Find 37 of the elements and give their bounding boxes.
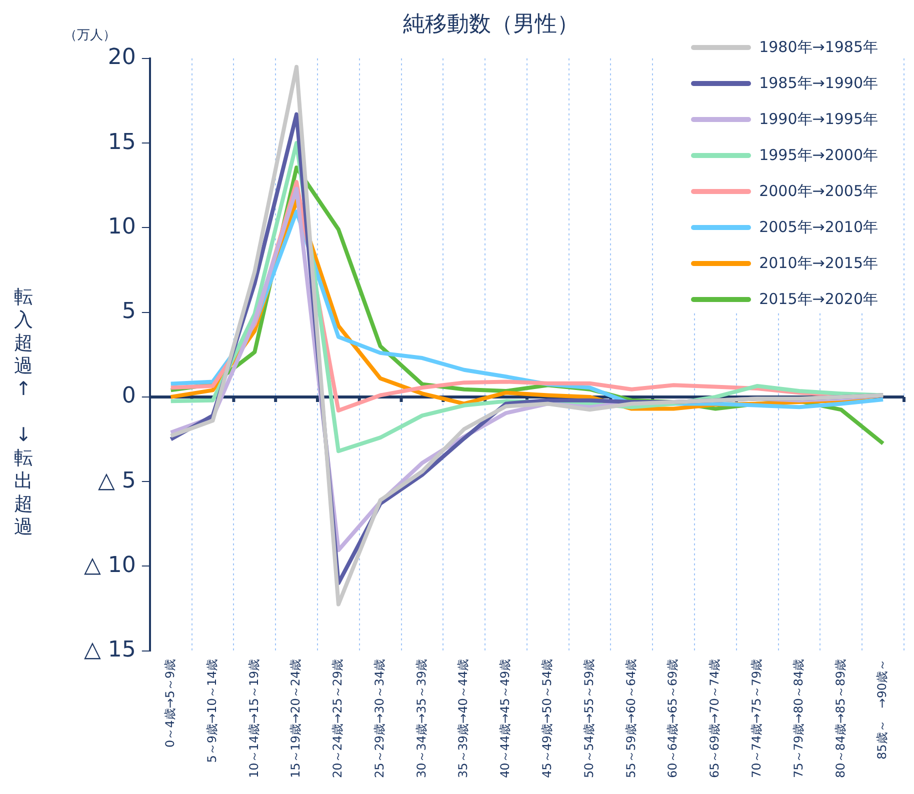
- legend-label: 1985年→1990年: [759, 74, 878, 93]
- x-tick-label: 70～74歳→75～79歳: [749, 658, 764, 778]
- legend-label: 1980年→1985年: [759, 38, 878, 57]
- y-tick-label: △ 10: [84, 552, 136, 578]
- legend-label: 2005年→2010年: [759, 218, 878, 237]
- y-tick-label: 5: [122, 299, 136, 324]
- x-tick-label: 45～49歳→50～54歳: [540, 658, 554, 778]
- x-tick-label: 5～9歳→10～14歳: [204, 658, 219, 763]
- x-tick-label: 10～14歳→15～19歳: [246, 658, 261, 778]
- legend-label: 2015年→2020年: [759, 290, 878, 309]
- legend-label: 2000年→2005年: [759, 182, 878, 201]
- x-tick-label: 25～29歳→30～34歳: [372, 658, 386, 778]
- x-tick-label: 40～44歳→45～49歳: [498, 658, 512, 778]
- chart-title: 純移動数（男性）: [403, 12, 579, 37]
- x-tick-label: 65～69歳→70～74歳: [708, 658, 722, 778]
- y-tick-label: △ 5: [98, 468, 136, 494]
- legend-label: 1990年→1995年: [759, 110, 878, 129]
- y-tick-label: 10: [108, 214, 136, 240]
- x-tick-label: 80～84歳→85～89歳: [833, 658, 848, 778]
- legend-label: 2010年→2015年: [759, 254, 878, 273]
- x-tick-label: 60～64歳→65～69歳: [666, 658, 680, 778]
- y-tick-label: △ 15: [84, 638, 136, 663]
- text: （万人）: [64, 27, 116, 44]
- legend-label: 1995年→2000年: [759, 146, 878, 165]
- text: 転入超過↑ ↓転出超過: [14, 286, 33, 538]
- x-tick-label: 15～19歳→20～24歳: [288, 658, 303, 778]
- x-tick-label: 30～34歳→35～39歳: [414, 658, 428, 778]
- x-tick-label: 85歳～ →90歳～: [875, 658, 890, 760]
- x-tick-label: 0～4歳→5～9歳: [162, 658, 177, 748]
- y-tick-label: 20: [108, 45, 136, 70]
- x-tick-label: 35～39歳→40～44歳: [456, 658, 470, 778]
- x-tick-label: 50～54歳→55～59歳: [582, 658, 596, 778]
- x-tick-label: 55～59歳→60～64歳: [624, 658, 638, 778]
- x-tick-label: 20～24歳→25～29歳: [330, 658, 345, 778]
- x-tick-label: 75～79歳→80～84歳: [791, 658, 806, 778]
- y-tick-label: 15: [108, 130, 136, 155]
- y-tick-label: 0: [122, 384, 136, 409]
